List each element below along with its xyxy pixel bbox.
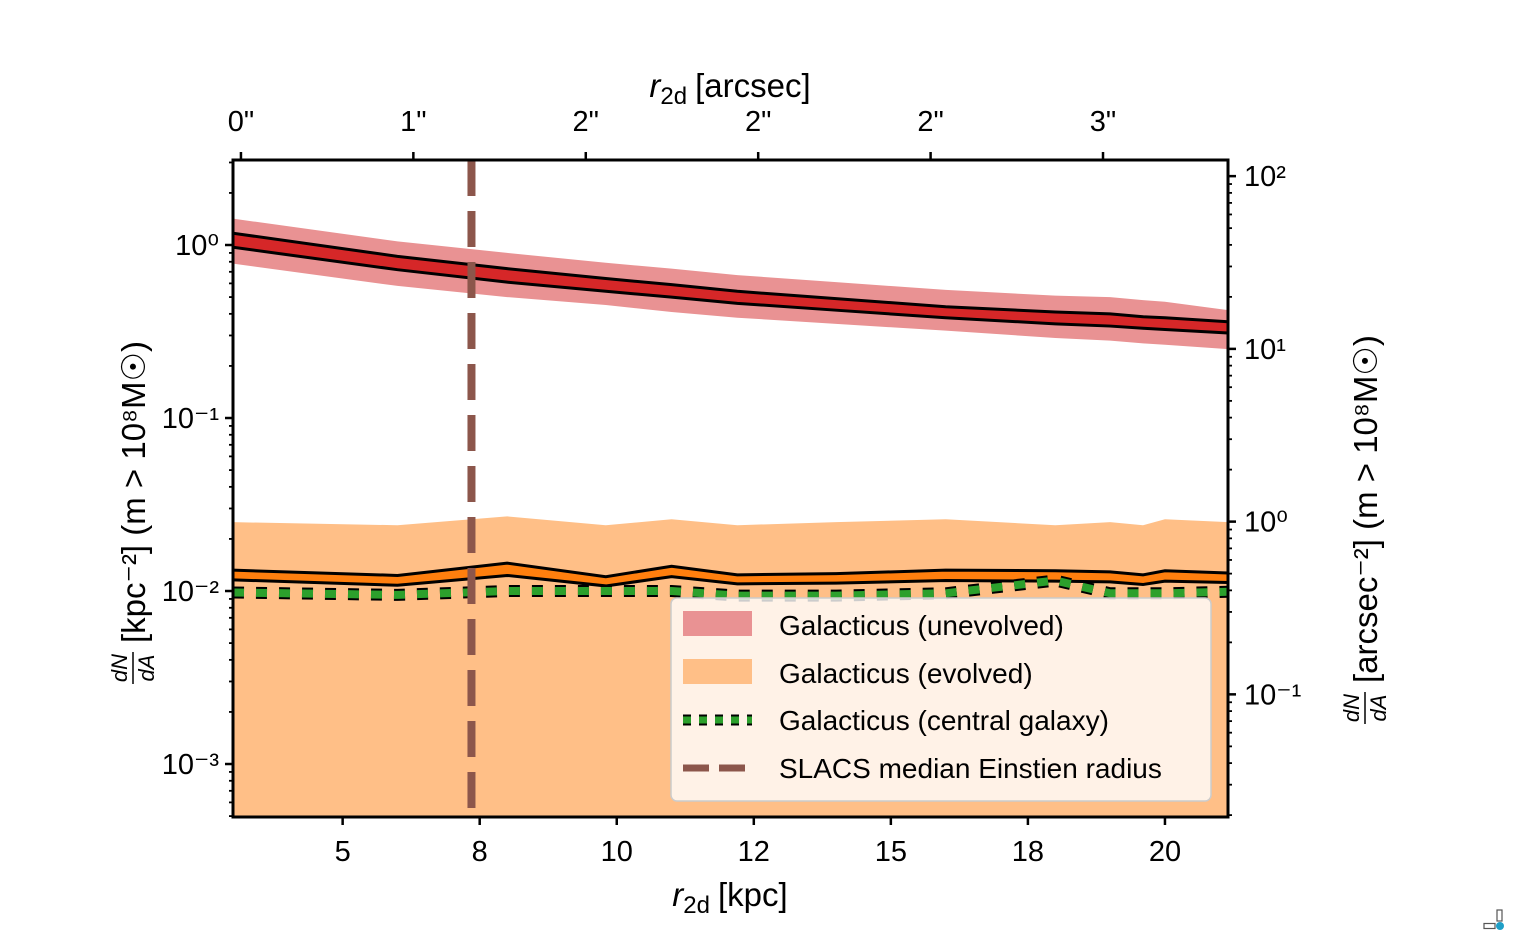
- y-axis-label-den: dA: [134, 655, 159, 682]
- x-tick-label: 18: [1012, 836, 1044, 868]
- x-tick-label: 8: [472, 836, 488, 868]
- axes: 5 8 10 12 15 18 20 0" 1" 2" 2" 2" 3" 10⁰ 10⁻¹ 10⁻² 10⁻³ 1…: [162, 106, 1302, 868]
- right-y-tick-label: 10⁰: [1244, 507, 1288, 539]
- y-tick-label: 10⁻²: [162, 576, 220, 608]
- y-axis-label: dN dA [kpc⁻²] (m > 10⁸M☉): [107, 341, 159, 684]
- right-y-tick-label: 10⁻¹: [1244, 679, 1302, 711]
- x-tick-label: 20: [1149, 836, 1181, 868]
- right-y-axis-label: dN dA [arcsec⁻²] (m > 10⁸M☉): [1339, 335, 1391, 724]
- y-tick-label: 10⁻¹: [162, 403, 220, 435]
- y-tick-label: 10⁻³: [162, 749, 220, 781]
- y-axis-label-rest: [kpc⁻²] (m > 10⁸M☉): [115, 341, 152, 643]
- band-outer-0: [233, 218, 1228, 350]
- move-handle-icon[interactable]: [1483, 909, 1504, 930]
- y-axis-label-num: dN: [107, 654, 132, 682]
- top-x-axis-label-r: r: [649, 67, 662, 104]
- legend-label-evolved: Galacticus (evolved): [779, 658, 1033, 689]
- right-y-axis-label-num: dN: [1339, 694, 1364, 722]
- right-y-tick-label: 10¹: [1244, 334, 1286, 366]
- right-y-axis-label-rest: [arcsec⁻²] (m > 10⁸M☉): [1347, 335, 1384, 683]
- line-lower-1: [233, 573, 1228, 588]
- legend-swatch-unevolved: [683, 611, 752, 636]
- x-axis-label-sub: 2d: [683, 892, 710, 919]
- x-axis-label-r: r: [672, 876, 685, 913]
- y-tick-label: 10⁰: [175, 230, 219, 262]
- x-axis-label: r2d [kpc]: [672, 876, 787, 919]
- top-x-axis-label: r2d [arcsec]: [649, 67, 810, 110]
- top-x-tick-label: 2": [573, 106, 599, 138]
- right-y-tick-label: 10²: [1244, 161, 1286, 193]
- x-axis-label-unit: [kpc]: [718, 876, 788, 913]
- x-tick-label: 12: [738, 836, 770, 868]
- line-upper-1: [233, 561, 1228, 579]
- legend-label-slacs: SLACS median Einstien radius: [779, 753, 1162, 784]
- top-x-tick-label: 0": [228, 106, 254, 138]
- legend-label-central: Galacticus (central galaxy): [779, 705, 1109, 736]
- right-y-axis-label-den: dA: [1366, 695, 1391, 722]
- legend: Galacticus (unevolved) Galacticus (evolv…: [670, 597, 1212, 802]
- legend-label-unevolved: Galacticus (unevolved): [779, 610, 1064, 641]
- x-tick-label: 15: [875, 836, 907, 868]
- top-x-tick-label: 2": [917, 106, 943, 138]
- legend-frame: [670, 597, 1212, 802]
- band-inner-0: [233, 233, 1228, 334]
- top-x-axis-label-unit: [arcsec]: [695, 67, 811, 104]
- line-upper-0: [233, 231, 1228, 324]
- x-tick-label: 10: [601, 836, 633, 868]
- top-x-tick-label: 3": [1090, 106, 1116, 138]
- top-x-tick-label: 2": [745, 106, 771, 138]
- top-x-axis-label-sub: 2d: [660, 83, 687, 110]
- x-tick-label: 5: [335, 836, 351, 868]
- axes-frame: [231, 158, 1230, 819]
- legend-swatch-evolved: [683, 659, 752, 684]
- line-lower-0: [233, 245, 1228, 335]
- central-galaxy-line: [233, 576, 1228, 600]
- top-x-tick-label: 1": [400, 106, 426, 138]
